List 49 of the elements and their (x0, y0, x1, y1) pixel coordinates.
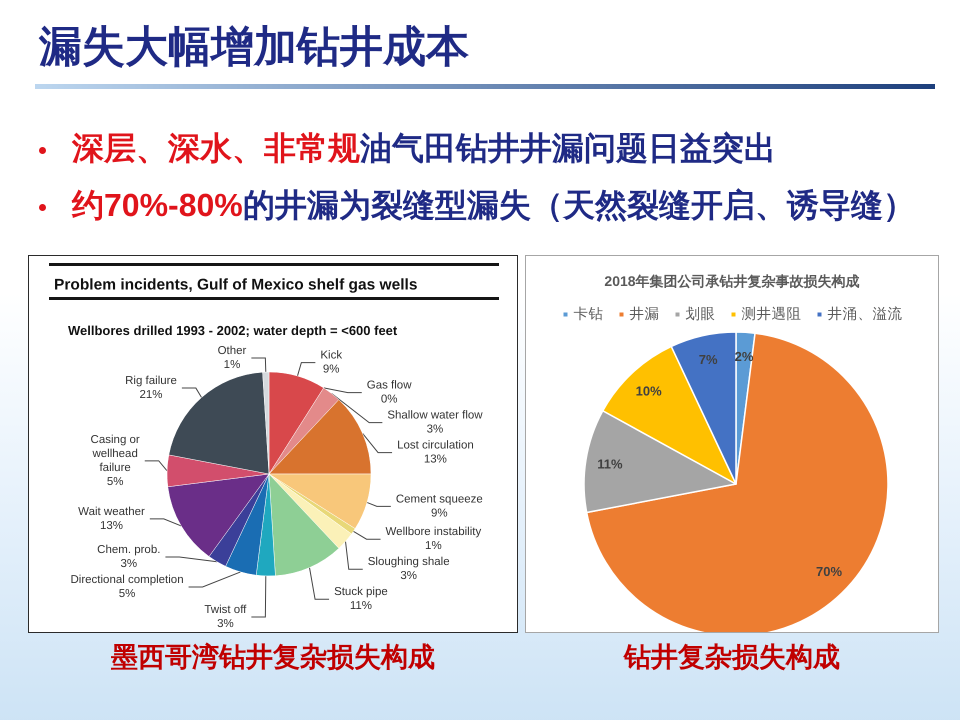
slice-label: Wait weather (78, 506, 145, 518)
chart-subtitle: Wellbores drilled 1993 - 2002; water depth = <600 feet (68, 323, 398, 338)
data-label: 3% (120, 558, 138, 570)
data-label: 5% (118, 588, 136, 600)
text: 墨西哥湾钻井复杂损失构成 (110, 641, 436, 674)
text: 油气田钻井井漏问题日益突出 (360, 130, 776, 166)
slice-label: Stuck pipe (334, 586, 388, 598)
legend-label: Gas flow (366, 380, 412, 392)
slice-label: Chem. prob. (97, 544, 160, 556)
slice-label: Other (218, 345, 247, 358)
slice-label: Kick (320, 350, 342, 362)
legend-label: 井涌、溢流 (828, 306, 902, 322)
slice-label: Casing or wellhead failure (90, 434, 140, 474)
text: 的井漏为裂缝型漏失（天然裂缝开启、诱导缝） (242, 187, 915, 223)
legend-label: 井漏 (630, 306, 660, 322)
data-label: 5% (106, 476, 124, 488)
slice-label: Shallow water flow (387, 410, 484, 422)
slice-label: Twist off (204, 604, 248, 616)
data-label: 7% (698, 352, 718, 367)
text: 约70%-80% (72, 187, 243, 223)
slice-label: Rig failure (125, 375, 177, 388)
data-label: 13% (424, 454, 447, 466)
chart-title: 2018年集团公司承钻井复杂事故损失构成 (604, 273, 860, 289)
slice-label: Sloughing shale (368, 556, 450, 568)
data-label: 3% (426, 424, 444, 436)
data-label: 21% (139, 389, 163, 402)
slice-label: Cement squeeze (396, 493, 483, 506)
text: 漏失大幅增加钻井成本 (39, 22, 469, 72)
legend-label: 测井遇阻 (742, 306, 802, 322)
data-label: 13% (100, 520, 124, 532)
legend-label: 划眼 (686, 306, 716, 322)
data-label: 3% (400, 570, 417, 582)
chart-title: Problem incidents, Gulf of Mexico shelf gas wells (54, 276, 418, 294)
data-label: 9% (322, 364, 340, 376)
data-label: 10% (636, 383, 662, 398)
data-label: 1% (425, 540, 442, 552)
slice-label: Lost circulation (397, 440, 474, 452)
slice-label: Wellbore instability (386, 526, 482, 538)
text: 深层、深水、非常规 (72, 130, 360, 166)
text: 0% (380, 394, 398, 406)
legend-label: 卡钻 (574, 306, 604, 322)
data-label: 3% (217, 618, 234, 630)
data-label: 11% (597, 456, 624, 472)
data-label: 70% (816, 564, 842, 579)
data-label: 11% (350, 600, 372, 612)
slice-label: Directional completion (70, 574, 184, 586)
text: 钻井复杂损失构成 (622, 641, 841, 674)
data-label: 9% (430, 507, 448, 520)
data-label: 1% (224, 359, 240, 372)
